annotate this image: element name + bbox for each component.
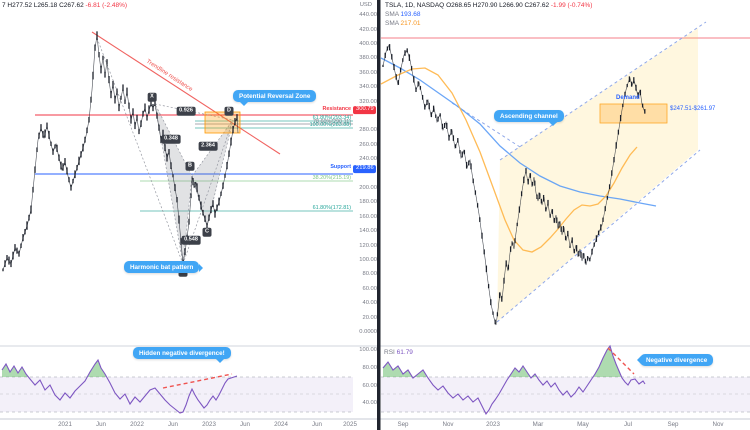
time-tick: 2024 bbox=[274, 421, 288, 428]
right-rsi-legend[interactable]: RSI 61.79 bbox=[384, 349, 413, 356]
time-tick: Sep bbox=[397, 421, 409, 428]
left-pane: Trendline resistance bbox=[2, 31, 353, 272]
sma2-label: SMA bbox=[385, 20, 399, 27]
ascending-channel-fill[interactable] bbox=[497, 28, 698, 322]
axis-currency-label: USD bbox=[359, 2, 372, 8]
time-axis[interactable]: 2021 Jun 2022 Jun 2023 Jun 2024 Jun 2025 Sep Nov 20… bbox=[0, 420, 750, 430]
price-tick: 180.00 bbox=[359, 199, 377, 205]
time-tick: Jun bbox=[240, 421, 250, 428]
time-tick: Jun bbox=[96, 421, 106, 428]
pattern-connector bbox=[182, 119, 234, 265]
price-tick: 100.00 bbox=[359, 347, 377, 353]
price-tick: 380.00 bbox=[359, 55, 377, 61]
pattern-connector bbox=[154, 103, 234, 121]
channel-line[interactable] bbox=[499, 21, 707, 161]
price-tick: 100.00 bbox=[359, 257, 377, 263]
time-tick: 2023 bbox=[202, 421, 216, 428]
sma-orange-line bbox=[380, 67, 638, 253]
price-tick: 360.00 bbox=[359, 70, 377, 76]
sma-blue-line bbox=[380, 57, 657, 207]
sma1-value: 193.68 bbox=[400, 11, 421, 18]
rsi-value: 61.79 bbox=[396, 349, 413, 356]
time-tick: Jul bbox=[624, 421, 632, 428]
channel-line[interactable] bbox=[496, 149, 701, 323]
price-tick: 260.00 bbox=[359, 142, 377, 148]
price-tick: 80.00 bbox=[362, 271, 377, 277]
time-tick: Mar bbox=[532, 421, 544, 428]
rsi-pane bbox=[0, 358, 353, 414]
divergence-trendline[interactable] bbox=[162, 373, 233, 389]
right-chart-change: -1.99 (-0.74%) bbox=[550, 2, 593, 9]
price-axis[interactable]: USD 440.00 420.00 400.00 380.00 360.00 340.00… bbox=[353, 0, 379, 430]
potential-reversal-zone-box[interactable] bbox=[204, 111, 241, 134]
price-tick: 60.00 bbox=[362, 286, 377, 292]
price-tick: 200.00 bbox=[359, 185, 377, 191]
right-pane bbox=[380, 21, 750, 326]
right-chart-sma1-legend[interactable]: SMA 193.68 bbox=[385, 11, 420, 18]
time-tick: 2023 bbox=[486, 421, 500, 428]
left-chart-change: -6.81 (-2.48%) bbox=[85, 2, 128, 9]
price-tick: 60.00 bbox=[362, 383, 377, 389]
price-tick: 320.00 bbox=[359, 99, 377, 105]
price-tick: 0.0000 bbox=[359, 329, 377, 335]
pane-divider[interactable] bbox=[377, 0, 381, 430]
time-tick: 2022 bbox=[130, 421, 144, 428]
demand-zone-box[interactable] bbox=[599, 103, 668, 124]
right-chart-sma2-legend[interactable]: SMA 217.01 bbox=[385, 20, 420, 27]
price-tick: 140.00 bbox=[359, 228, 377, 234]
price-tick: 340.00 bbox=[359, 84, 377, 90]
time-tick: Jun bbox=[312, 421, 322, 428]
time-tick: 2025 bbox=[343, 421, 357, 428]
time-tick: Nov bbox=[442, 421, 454, 428]
left-chart-ohlc: 7 H277.52 L265.18 C267.62 bbox=[2, 2, 84, 9]
price-tick: 120.00 bbox=[359, 243, 377, 249]
trendline-label: Trendline resistance bbox=[145, 59, 194, 94]
time-tick: 2021 bbox=[58, 421, 72, 428]
price-tick: 420.00 bbox=[359, 27, 377, 33]
harmonic-triangle[interactable] bbox=[191, 119, 234, 228]
price-tick: 280.00 bbox=[359, 127, 377, 133]
time-tick: Nov bbox=[712, 421, 724, 428]
price-tick: 40.00 bbox=[362, 300, 377, 306]
price-tick: 440.00 bbox=[359, 12, 377, 18]
time-tick: Sep bbox=[667, 421, 679, 428]
pattern-connector bbox=[96, 37, 184, 265]
time-tick: May bbox=[577, 421, 589, 428]
price-tick: 80.00 bbox=[362, 365, 377, 371]
right-chart-ohlc: O268.65 H270.90 L266.90 C267.62 bbox=[446, 2, 550, 9]
price-tick: 40.00 bbox=[362, 400, 377, 406]
sma1-label: SMA bbox=[385, 11, 399, 18]
rsi-label: RSI bbox=[384, 349, 395, 356]
price-tick: 160.00 bbox=[359, 214, 377, 220]
right-chart-title[interactable]: TSLA, 1D, NASDAQ O268.65 H270.90 L266.90… bbox=[385, 2, 592, 9]
left-chart-title[interactable]: 7 H277.52 L265.18 C267.62 -6.81 (-2.48%) bbox=[2, 2, 127, 9]
price-tick: 400.00 bbox=[359, 41, 377, 47]
sma2-value: 217.01 bbox=[400, 20, 421, 27]
right-chart-symbol: TSLA, 1D, NASDAQ bbox=[385, 2, 445, 9]
price-tick: 240.00 bbox=[359, 156, 377, 162]
price-tick: 20.00 bbox=[362, 315, 377, 321]
time-tick: Jun bbox=[168, 421, 178, 428]
trendline-resistance[interactable] bbox=[91, 31, 281, 155]
rsi-pane bbox=[381, 344, 750, 416]
divergence-trendline[interactable] bbox=[607, 347, 635, 375]
